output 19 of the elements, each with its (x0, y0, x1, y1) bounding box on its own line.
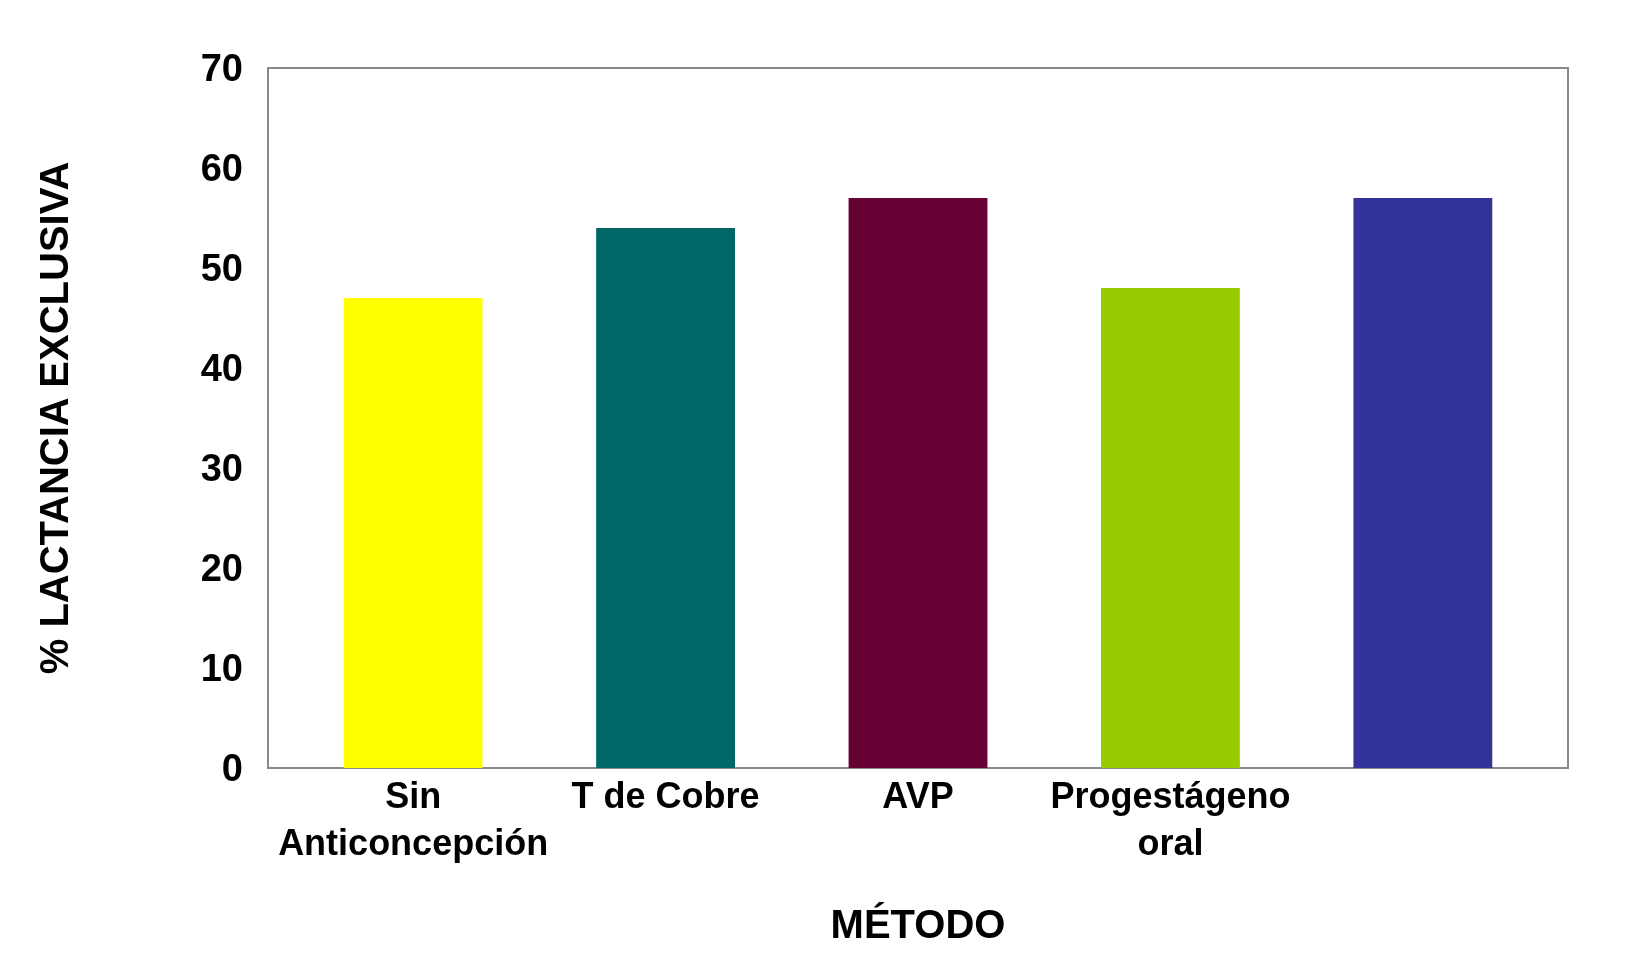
x-tick-label: AVP (882, 775, 954, 816)
y-tick-label: 30 (200, 447, 243, 490)
bar (1101, 288, 1240, 768)
y-tick-label: 50 (200, 247, 243, 290)
y-tick-label: 10 (200, 647, 243, 690)
y-tick-label: 60 (200, 147, 243, 190)
y-tick-label: 20 (200, 547, 243, 590)
x-tick-label: T de Cobre (571, 775, 760, 816)
y-tick-label: 0 (221, 747, 243, 790)
x-axis-title: MÉTODO (830, 902, 1006, 946)
bar (848, 198, 988, 768)
y-axis-title: % LACTANCIA EXCLUSIVA (32, 161, 76, 675)
x-tick-label: Sin Anticoncepción (278, 775, 549, 863)
bar (596, 228, 735, 768)
y-tick-label: 40 (200, 347, 243, 390)
bar (343, 298, 483, 768)
bar (1353, 198, 1493, 768)
y-tick-label: 70 (200, 47, 243, 90)
x-tick-label: Progestágeno oral (1050, 775, 1291, 863)
